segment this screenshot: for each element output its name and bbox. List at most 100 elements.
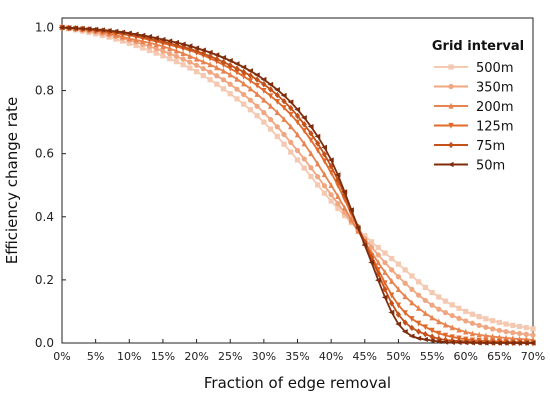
- legend-label: 125m: [476, 120, 513, 135]
- data-point: [476, 322, 482, 328]
- data-point: [187, 53, 193, 59]
- data-point: [342, 204, 348, 211]
- data-point: [389, 278, 395, 284]
- data-point: [321, 171, 328, 178]
- data-point: [241, 91, 247, 98]
- data-point: [166, 38, 173, 44]
- data-point: [274, 133, 280, 140]
- data-point: [503, 321, 509, 327]
- data-point: [416, 292, 422, 298]
- legend-marker: [448, 102, 454, 109]
- y-tick-label: 0.2: [35, 273, 54, 287]
- x-tick-label: 10%: [117, 350, 141, 363]
- legend-label: 200m: [476, 100, 513, 115]
- data-point: [253, 72, 260, 78]
- data-point: [308, 165, 314, 171]
- data-point: [247, 107, 253, 113]
- data-point: [227, 71, 233, 78]
- data-point: [455, 339, 462, 346]
- data-point: [207, 77, 213, 83]
- data-point: [294, 131, 301, 138]
- data-point: [207, 69, 213, 75]
- data-point: [307, 123, 314, 130]
- data-point: [241, 73, 247, 80]
- data-point: [105, 28, 112, 34]
- data-point: [241, 101, 247, 107]
- data-point: [234, 69, 240, 76]
- data-point: [482, 340, 489, 346]
- data-point: [126, 30, 132, 36]
- x-tick-label: 30%: [252, 350, 276, 363]
- data-point: [220, 77, 227, 83]
- data-point: [361, 242, 368, 248]
- legend-label: 350m: [476, 81, 513, 96]
- data-point: [193, 55, 200, 62]
- data-point: [288, 111, 294, 118]
- data-point: [462, 340, 469, 346]
- data-point: [267, 102, 274, 109]
- data-point: [469, 320, 476, 326]
- data-point: [254, 113, 260, 119]
- data-point: [496, 340, 502, 346]
- data-point: [321, 158, 328, 165]
- data-point: [187, 59, 193, 65]
- data-point: [401, 329, 408, 335]
- data-point: [193, 45, 200, 51]
- data-point: [220, 86, 227, 92]
- y-tick-label: 0.6: [35, 147, 54, 161]
- data-point: [449, 313, 455, 319]
- data-point: [382, 280, 388, 287]
- data-point: [529, 340, 536, 346]
- data-point: [402, 267, 408, 273]
- data-point: [301, 140, 307, 147]
- data-point: [214, 81, 220, 87]
- series-line: [61, 26, 534, 344]
- x-tick-label: 65%: [487, 350, 511, 363]
- data-point: [173, 53, 179, 59]
- data-point: [321, 144, 328, 150]
- data-point: [375, 259, 381, 266]
- data-point: [220, 55, 227, 61]
- data-point: [247, 85, 253, 92]
- data-point: [119, 29, 126, 35]
- data-point: [389, 255, 395, 262]
- data-point: [308, 137, 314, 144]
- data-point: [214, 55, 220, 63]
- data-point: [335, 193, 341, 199]
- series-500m: [59, 24, 536, 332]
- legend-marker: [447, 161, 454, 168]
- data-point: [496, 319, 502, 326]
- y-tick-label: 0.4: [35, 210, 54, 224]
- data-point: [422, 284, 428, 291]
- data-point: [328, 198, 334, 204]
- series-125m: [59, 24, 536, 346]
- legend-marker: [448, 122, 454, 129]
- y-tick-label: 0.8: [35, 84, 54, 98]
- data-point: [422, 310, 428, 316]
- data-point: [389, 267, 395, 273]
- data-point: [402, 319, 408, 326]
- data-point: [321, 151, 328, 158]
- y-axis-title: Efficiency change rate: [3, 97, 21, 264]
- data-point: [234, 65, 240, 72]
- x-tick-label: 20%: [184, 350, 208, 363]
- x-axis: 0% 5% 10% 15% 20% 25% 30% 35% 40% 45% 50% 55% 60% 65%…: [53, 339, 545, 363]
- data-point: [308, 130, 314, 137]
- data-point: [335, 201, 341, 207]
- data-point: [160, 53, 166, 59]
- data-point: [227, 91, 233, 97]
- data-point: [227, 81, 233, 87]
- series-line: [61, 26, 534, 337]
- legend-label: 500m: [476, 61, 513, 76]
- data-point: [274, 109, 280, 116]
- legend-label: 75m: [476, 139, 505, 154]
- series-line: [61, 26, 534, 330]
- data-point: [92, 26, 99, 32]
- data-point: [99, 27, 105, 33]
- data-point: [483, 316, 489, 322]
- data-point: [200, 47, 206, 53]
- data-point: [422, 297, 428, 304]
- data-point: [280, 92, 287, 99]
- data-point: [422, 330, 428, 338]
- data-point: [381, 294, 388, 300]
